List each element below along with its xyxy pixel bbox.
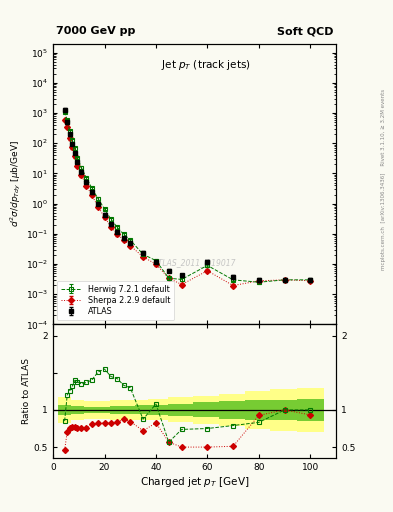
Text: Jet $p_T$ (track jets): Jet $p_T$ (track jets) — [161, 57, 251, 72]
Bar — [297, 388, 324, 432]
Bar — [71, 406, 84, 414]
Bar — [135, 406, 148, 414]
Bar — [270, 399, 297, 420]
Bar — [219, 394, 245, 426]
Bar — [84, 401, 97, 419]
Bar — [193, 402, 219, 417]
Bar — [123, 400, 135, 420]
Bar — [135, 399, 148, 420]
Bar — [58, 404, 71, 415]
Bar — [148, 404, 167, 415]
Text: 7000 GeV pp: 7000 GeV pp — [56, 27, 135, 36]
Bar — [71, 400, 84, 420]
Text: ATLAS_2011_I919017: ATLAS_2011_I919017 — [153, 258, 236, 267]
Bar — [110, 406, 123, 414]
Text: mcplots.cern.ch  [arXiv:1306.3436]    Rivet 3.1.10, ≥ 3.2M events: mcplots.cern.ch [arXiv:1306.3436] Rivet … — [381, 89, 386, 270]
Bar — [245, 391, 270, 429]
Y-axis label: $d^2\sigma/dp_{Tdy}$ [$\mu$b/GeV]: $d^2\sigma/dp_{Tdy}$ [$\mu$b/GeV] — [9, 140, 23, 227]
Bar — [84, 407, 97, 413]
Bar — [97, 401, 110, 419]
Text: Soft QCD: Soft QCD — [277, 27, 333, 36]
Y-axis label: Ratio to ATLAS: Ratio to ATLAS — [22, 358, 31, 424]
Bar — [148, 399, 167, 420]
Bar — [245, 400, 270, 420]
Bar — [123, 406, 135, 414]
Bar — [219, 401, 245, 419]
Bar — [58, 397, 71, 422]
Bar — [297, 399, 324, 421]
Bar — [167, 397, 193, 422]
X-axis label: Charged jet $p_T$ [GeV]: Charged jet $p_T$ [GeV] — [140, 475, 249, 489]
Bar — [110, 400, 123, 420]
Legend: Herwig 7.2.1 default, Sherpa 2.2.9 default, ATLAS: Herwig 7.2.1 default, Sherpa 2.2.9 defau… — [57, 281, 174, 321]
Bar — [193, 396, 219, 424]
Bar — [167, 404, 193, 416]
Bar — [270, 389, 297, 431]
Bar — [97, 407, 110, 413]
